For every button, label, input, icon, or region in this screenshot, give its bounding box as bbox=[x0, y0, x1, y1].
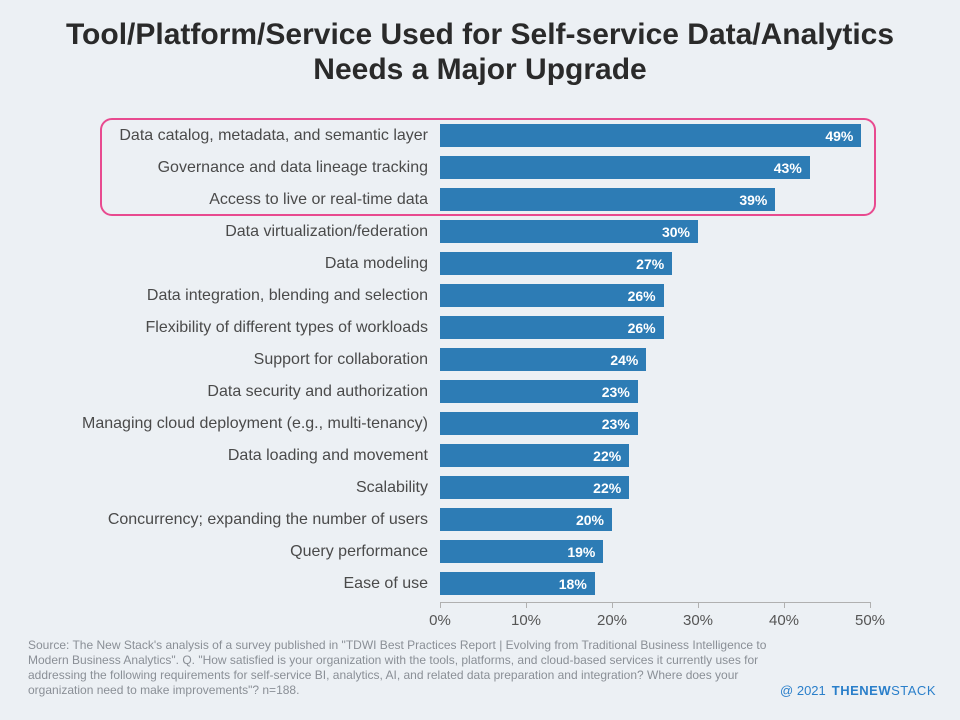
chart-row: Query performance19% bbox=[0, 536, 960, 567]
chart-row: Data loading and movement22% bbox=[0, 440, 960, 471]
chart-row: Governance and data lineage tracking43% bbox=[0, 152, 960, 183]
category-label: Managing cloud deployment (e.g., multi-t… bbox=[0, 415, 440, 433]
category-label: Scalability bbox=[0, 479, 440, 497]
category-label: Concurrency; expanding the number of use… bbox=[0, 511, 440, 529]
bar: 49% bbox=[440, 124, 861, 147]
chart-row: Data modeling27% bbox=[0, 248, 960, 279]
bar-track: 23% bbox=[440, 408, 870, 439]
brand-logo-bold: THENEW bbox=[832, 683, 891, 698]
category-label: Governance and data lineage tracking bbox=[0, 159, 440, 177]
chart-row: Concurrency; expanding the number of use… bbox=[0, 504, 960, 535]
bar: 26% bbox=[440, 284, 664, 307]
bar-track: 39% bbox=[440, 184, 870, 215]
axis-tick-label: 10% bbox=[511, 612, 541, 629]
bar: 22% bbox=[440, 444, 629, 467]
chart-row: Scalability22% bbox=[0, 472, 960, 503]
axis-tick-label: 0% bbox=[429, 612, 451, 629]
bar: 26% bbox=[440, 316, 664, 339]
category-label: Data modeling bbox=[0, 255, 440, 273]
bar: 20% bbox=[440, 508, 612, 531]
axis-tick bbox=[698, 602, 699, 608]
bar: 22% bbox=[440, 476, 629, 499]
category-label: Flexibility of different types of worklo… bbox=[0, 319, 440, 337]
bar-track: 22% bbox=[440, 440, 870, 471]
axis-tick bbox=[870, 602, 871, 608]
axis-tick bbox=[784, 602, 785, 608]
bar-track: 27% bbox=[440, 248, 870, 279]
category-label: Data virtualization/federation bbox=[0, 223, 440, 241]
bar: 18% bbox=[440, 572, 595, 595]
chart-row: Data security and authorization23% bbox=[0, 376, 960, 407]
bar-track: 43% bbox=[440, 152, 870, 183]
chart-row: Support for collaboration24% bbox=[0, 344, 960, 375]
bar-track: 22% bbox=[440, 472, 870, 503]
bar: 43% bbox=[440, 156, 810, 179]
category-label: Data loading and movement bbox=[0, 447, 440, 465]
bar-chart: Data catalog, metadata, and semantic lay… bbox=[0, 120, 960, 600]
category-label: Support for collaboration bbox=[0, 351, 440, 369]
chart-row: Data virtualization/federation30% bbox=[0, 216, 960, 247]
brand-year: @ 2021 bbox=[780, 683, 826, 698]
brand-logo-light: STACK bbox=[891, 683, 936, 698]
bar: 23% bbox=[440, 380, 638, 403]
brand-credit: @ 2021 THENEWSTACK bbox=[780, 683, 936, 698]
axis-tick-label: 20% bbox=[597, 612, 627, 629]
bar: 27% bbox=[440, 252, 672, 275]
bar-track: 26% bbox=[440, 312, 870, 343]
chart-row: Flexibility of different types of worklo… bbox=[0, 312, 960, 343]
bar-track: 20% bbox=[440, 504, 870, 535]
x-axis-line bbox=[440, 602, 870, 603]
bar-track: 30% bbox=[440, 216, 870, 247]
chart-row: Access to live or real-time data39% bbox=[0, 184, 960, 215]
bar-track: 23% bbox=[440, 376, 870, 407]
category-label: Data integration, blending and selection bbox=[0, 287, 440, 305]
bar-track: 18% bbox=[440, 568, 870, 599]
bar: 19% bbox=[440, 540, 603, 563]
axis-tick bbox=[526, 602, 527, 608]
chart-row: Ease of use18% bbox=[0, 568, 960, 599]
chart-row: Managing cloud deployment (e.g., multi-t… bbox=[0, 408, 960, 439]
bar-track: 49% bbox=[440, 120, 870, 151]
bar: 39% bbox=[440, 188, 775, 211]
axis-tick bbox=[612, 602, 613, 608]
bar-track: 19% bbox=[440, 536, 870, 567]
category-label: Data catalog, metadata, and semantic lay… bbox=[0, 127, 440, 145]
chart-row: Data integration, blending and selection… bbox=[0, 280, 960, 311]
bar: 30% bbox=[440, 220, 698, 243]
axis-tick-label: 30% bbox=[683, 612, 713, 629]
axis-tick bbox=[440, 602, 441, 608]
bar: 23% bbox=[440, 412, 638, 435]
category-label: Query performance bbox=[0, 543, 440, 561]
source-note: Source: The New Stack's analysis of a su… bbox=[28, 638, 790, 698]
bar-track: 24% bbox=[440, 344, 870, 375]
chart-title: Tool/Platform/Service Used for Self-serv… bbox=[0, 0, 960, 95]
bar-track: 26% bbox=[440, 280, 870, 311]
x-axis-labels: 0%10%20%30%40%50% bbox=[440, 612, 870, 632]
bar: 24% bbox=[440, 348, 646, 371]
axis-tick-label: 40% bbox=[769, 612, 799, 629]
axis-tick-label: 50% bbox=[855, 612, 885, 629]
category-label: Data security and authorization bbox=[0, 383, 440, 401]
brand-logo: THENEWSTACK bbox=[832, 683, 936, 698]
category-label: Access to live or real-time data bbox=[0, 191, 440, 209]
category-label: Ease of use bbox=[0, 575, 440, 593]
chart-row: Data catalog, metadata, and semantic lay… bbox=[0, 120, 960, 151]
